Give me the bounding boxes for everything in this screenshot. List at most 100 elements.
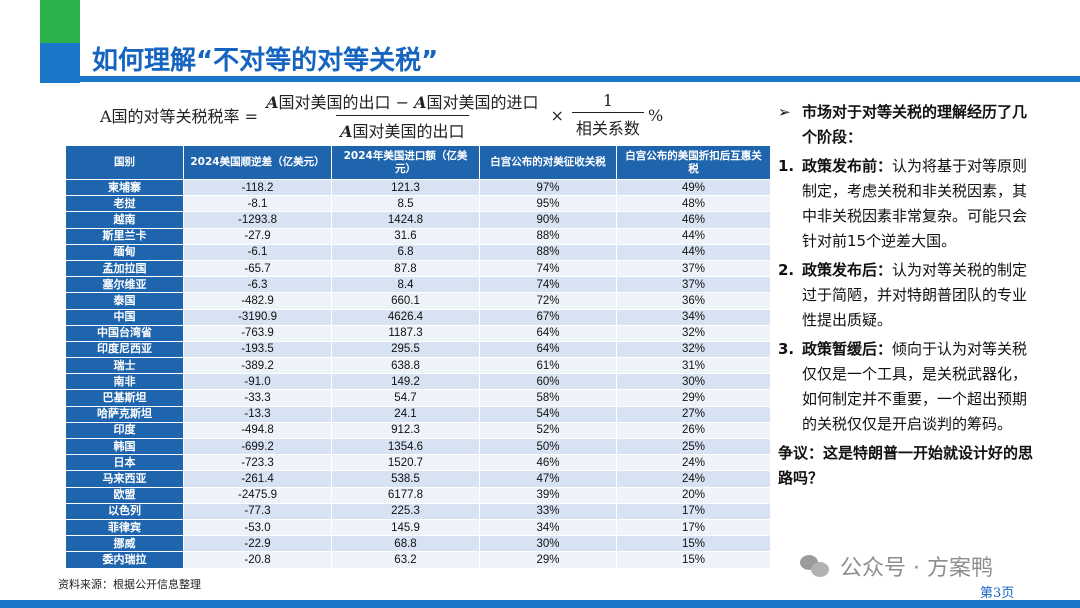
header-green-block [40,0,80,43]
stage-item-2: 2. 政策发布后：认为对等关税的制定过于简陋，并对特朗普团队的专业性提出质疑。 [778,261,1028,329]
cell-reciprocal: 26% [616,422,771,440]
cell-imports: 149.2 [331,373,480,391]
cell-tariff: 29% [479,551,617,569]
cell-country: 哈萨克斯坦 [65,406,184,423]
cell-tariff: 74% [479,260,617,278]
stage-item-1: 1. 政策发布前：认为将基于对等原则制定，考虑关税和非关税因素，其中非关税因素非… [778,157,1028,250]
table-row: 中国台湾省 -763.9 1187.3 64% 32% [65,325,771,342]
cell-country: 缅甸 [65,244,184,261]
arrow-bullet-icon: ➢ [778,103,791,121]
col-header-imports: 2024年美国进口额（亿美元） [331,145,480,180]
cell-country: 挪威 [65,535,184,553]
cell-reciprocal: 31% [616,357,771,375]
cell-country: 斯里兰卡 [65,228,184,245]
cell-balance: -6.3 [183,276,332,294]
header-rule [80,76,1080,82]
cell-imports: 31.6 [331,228,480,245]
cell-reciprocal: 44% [616,228,771,245]
cell-reciprocal: 34% [616,309,771,326]
cell-tariff: 74% [479,276,617,294]
cell-imports: 6.8 [331,244,480,261]
cell-reciprocal: 36% [616,292,771,310]
cell-imports: 87.8 [331,260,480,278]
cell-tariff: 90% [479,211,617,229]
cell-imports: 24.1 [331,406,480,423]
cell-tariff: 64% [479,341,617,359]
cell-tariff: 60% [479,373,617,391]
table-row: 菲律宾 -53.0 145.9 34% 17% [65,519,771,537]
table-row: 巴基斯坦 -33.3 54.7 58% 29% [65,389,771,407]
cell-reciprocal: 29% [616,389,771,407]
col-header-country: 国别 [65,145,184,180]
cell-country: 印度 [65,422,184,440]
cell-reciprocal: 27% [616,406,771,423]
analysis-intro: ➢ 市场对于对等关税的理解经历了几个阶段： [778,100,1040,150]
cell-tariff: 34% [479,519,617,537]
table-row: 中国 -3190.9 4626.4 67% 34% [65,309,771,326]
table-row: 韩国 -699.2 1354.6 50% 25% [65,438,771,456]
cell-imports: 638.8 [331,357,480,375]
formula-lhs: A国的对等关税税率 = [100,107,259,126]
cell-balance: -1293.8 [183,211,332,229]
cell-imports: 1187.3 [331,325,480,342]
analysis-panel: ➢ 市场对于对等关税的理解经历了几个阶段： 1. 政策发布前：认为将基于对等原则… [778,100,1040,491]
cell-country: 欧盟 [65,487,184,504]
cell-imports: 145.9 [331,519,480,537]
cell-tariff: 39% [479,487,617,504]
source-note: 资料来源：根据公开信息整理 [58,578,201,591]
cell-imports: 295.5 [331,341,480,359]
cell-reciprocal: 15% [616,535,771,553]
table-header-row: 国别 2024美国顺逆差（亿美元） 2024年美国进口额（亿美元） 白宫公布的对… [65,145,771,180]
cell-country: 中国台湾省 [65,325,184,342]
cell-balance: -494.8 [183,422,332,440]
formula-numerator: A国对美国的出口 − A国对美国的进口 [266,92,539,112]
table-row: 缅甸 -6.1 6.8 88% 44% [65,244,771,261]
cell-country: 日本 [65,454,184,472]
cell-balance: -22.9 [183,535,332,553]
cell-reciprocal: 44% [616,244,771,261]
cell-imports: 912.3 [331,422,480,440]
table-row: 柬埔寨 -118.2 121.3 97% 49% [65,179,771,197]
cell-country: 马来西亚 [65,470,184,488]
cell-tariff: 67% [479,309,617,326]
table-row: 瑞士 -389.2 638.8 61% 31% [65,357,771,375]
table-row: 马来西亚 -261.4 538.5 47% 24% [65,470,771,488]
cell-tariff: 30% [479,535,617,553]
cell-balance: -91.0 [183,373,332,391]
cell-country: 老挝 [65,195,184,213]
cell-tariff: 97% [479,179,617,197]
cell-reciprocal: 17% [616,503,771,520]
cell-imports: 225.3 [331,503,480,520]
cell-tariff: 88% [479,228,617,245]
cell-imports: 1520.7 [331,454,480,472]
table-row: 印度 -494.8 912.3 52% 26% [65,422,771,440]
cell-balance: -763.9 [183,325,332,342]
cell-reciprocal: 24% [616,454,771,472]
cell-country: 以色列 [65,503,184,520]
cell-balance: -33.3 [183,389,332,407]
table-row: 印度尼西亚 -193.5 295.5 64% 32% [65,341,771,359]
cell-imports: 121.3 [331,179,480,197]
cell-tariff: 88% [479,244,617,261]
cell-country: 菲律宾 [65,519,184,537]
cell-imports: 6177.8 [331,487,480,504]
cell-country: 巴基斯坦 [65,389,184,407]
cell-tariff: 58% [479,389,617,407]
cell-tariff: 46% [479,454,617,472]
table-row: 南非 -91.0 149.2 60% 30% [65,373,771,391]
watermark: 公众号 · 方案鸭 [800,550,993,582]
cell-balance: -65.7 [183,260,332,278]
cell-balance: -261.4 [183,470,332,488]
table-row: 塞尔维亚 -6.3 8.4 74% 37% [65,276,771,294]
cell-reciprocal: 37% [616,276,771,294]
cell-imports: 8.4 [331,276,480,294]
cell-balance: -389.2 [183,357,332,375]
cell-tariff: 52% [479,422,617,440]
cell-balance: -3190.9 [183,309,332,326]
cell-imports: 1424.8 [331,211,480,229]
cell-imports: 538.5 [331,470,480,488]
cell-reciprocal: 32% [616,341,771,359]
cell-balance: -13.3 [183,406,332,423]
cell-tariff: 72% [479,292,617,310]
